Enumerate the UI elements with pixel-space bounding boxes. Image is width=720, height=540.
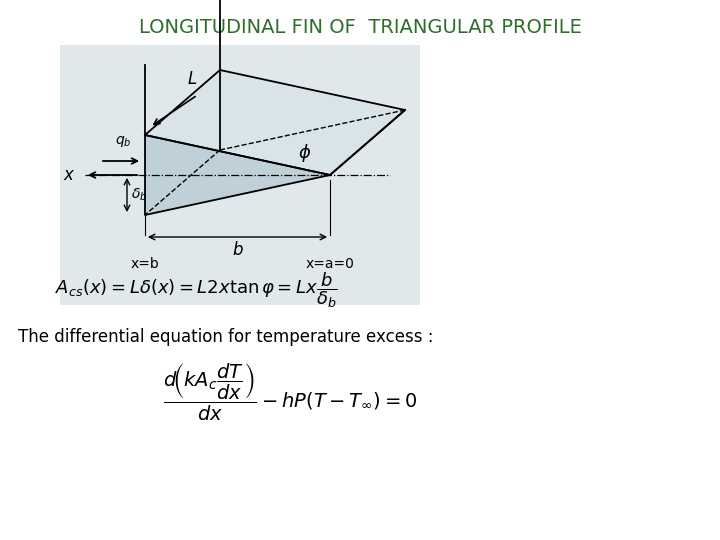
Text: L: L [188,70,197,88]
Polygon shape [145,70,405,175]
Text: The differential equation for temperature excess :: The differential equation for temperatur… [18,328,433,346]
Text: x: x [63,166,73,184]
FancyBboxPatch shape [60,45,420,305]
Text: b: b [233,241,243,259]
Polygon shape [145,135,330,215]
Text: x=b: x=b [130,257,159,271]
Text: $A_{cs}(x) = L\delta(x)= L2x\tan\varphi = Lx\dfrac{b}{\delta_b}$: $A_{cs}(x) = L\delta(x)= L2x\tan\varphi … [55,270,338,309]
Text: $\delta_b$: $\delta_b$ [131,187,147,203]
Text: x=a=0: x=a=0 [305,257,354,271]
Text: LONGITUDINAL FIN OF  TRIANGULAR PROFILE: LONGITUDINAL FIN OF TRIANGULAR PROFILE [138,18,582,37]
Text: $\dfrac{d\!\left(kA_c\dfrac{dT}{dx}\right)}{dx} - hP(T-T_\infty) = 0$: $\dfrac{d\!\left(kA_c\dfrac{dT}{dx}\righ… [163,362,417,423]
Text: $\phi$: $\phi$ [298,142,312,164]
Text: $q_b$: $q_b$ [114,134,131,149]
